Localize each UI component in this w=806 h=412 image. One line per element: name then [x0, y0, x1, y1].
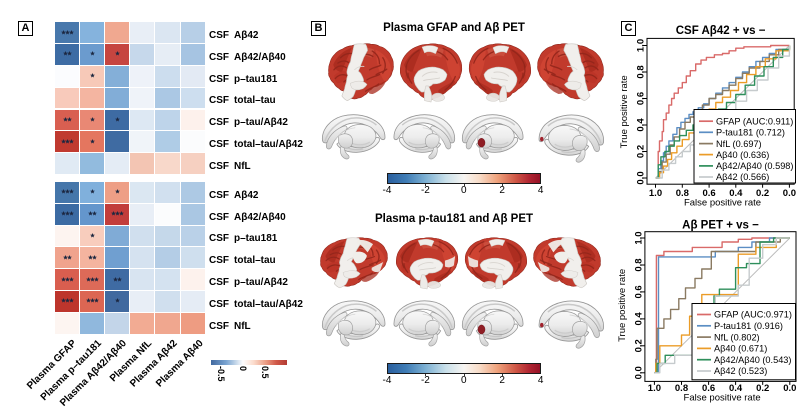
svg-text:False positive rate: False positive rate	[684, 393, 761, 404]
svg-text:0.8: 0.8	[676, 188, 689, 199]
svg-text:Aβ PET + vs −: Aβ PET + vs −	[682, 220, 759, 232]
svg-text:Aβ40 (0.636): Aβ40 (0.636)	[716, 150, 769, 160]
svg-text:GFAP (AUC:0.971): GFAP (AUC:0.971)	[714, 310, 792, 320]
svg-text:1.0: 1.0	[649, 188, 662, 199]
svg-text:1.0: 1.0	[633, 231, 644, 244]
svg-text:True positive rate: True positive rate	[617, 269, 628, 342]
svg-text:0.0: 0.0	[783, 188, 796, 199]
svg-text:0.4: 0.4	[633, 312, 644, 326]
svg-text:Aβ42/Aβ40 (0.543): Aβ42/Aβ40 (0.543)	[714, 355, 791, 365]
svg-text:0.4: 0.4	[729, 383, 743, 394]
svg-text:Aβ40 (0.671): Aβ40 (0.671)	[714, 344, 767, 354]
svg-text:0.2: 0.2	[756, 383, 769, 394]
svg-text:True positive rate: True positive rate	[619, 75, 630, 148]
svg-text:0.6: 0.6	[636, 92, 647, 105]
svg-text:1.0: 1.0	[648, 383, 661, 394]
svg-text:Aβ42/Aβ40 (0.598): Aβ42/Aβ40 (0.598)	[716, 161, 793, 171]
svg-text:NfL (0.802): NfL (0.802)	[714, 332, 760, 342]
svg-text:Aβ42 (0.566): Aβ42 (0.566)	[716, 172, 769, 182]
svg-text:P-tau181 (0.712): P-tau181 (0.712)	[716, 128, 785, 138]
svg-text:P-tau181 (0.916): P-tau181 (0.916)	[714, 321, 783, 331]
svg-text:0.6: 0.6	[702, 188, 715, 199]
svg-text:0.8: 0.8	[675, 383, 688, 394]
svg-text:0.8: 0.8	[636, 65, 647, 78]
svg-text:NfL (0.697): NfL (0.697)	[716, 139, 762, 149]
svg-text:1.0: 1.0	[636, 39, 647, 52]
svg-text:0.0: 0.0	[636, 171, 647, 184]
svg-text:0.2: 0.2	[636, 145, 647, 158]
svg-text:False positive rate: False positive rate	[684, 198, 761, 209]
svg-text:0.6: 0.6	[633, 285, 644, 298]
svg-text:GFAP (AUC:0.911): GFAP (AUC:0.911)	[716, 116, 793, 126]
svg-text:0.4: 0.4	[729, 188, 743, 199]
svg-text:0.0: 0.0	[783, 383, 796, 394]
svg-text:0.8: 0.8	[633, 258, 644, 271]
svg-text:0.2: 0.2	[633, 339, 644, 352]
svg-text:0.0: 0.0	[633, 366, 644, 379]
svg-text:0.6: 0.6	[702, 383, 715, 394]
svg-text:Aβ42 (0.523): Aβ42 (0.523)	[714, 366, 767, 376]
svg-text:0.4: 0.4	[636, 118, 647, 132]
svg-text:0.2: 0.2	[756, 188, 769, 199]
svg-text:CSF Aβ42 + vs −: CSF Aβ42 + vs −	[676, 25, 766, 37]
